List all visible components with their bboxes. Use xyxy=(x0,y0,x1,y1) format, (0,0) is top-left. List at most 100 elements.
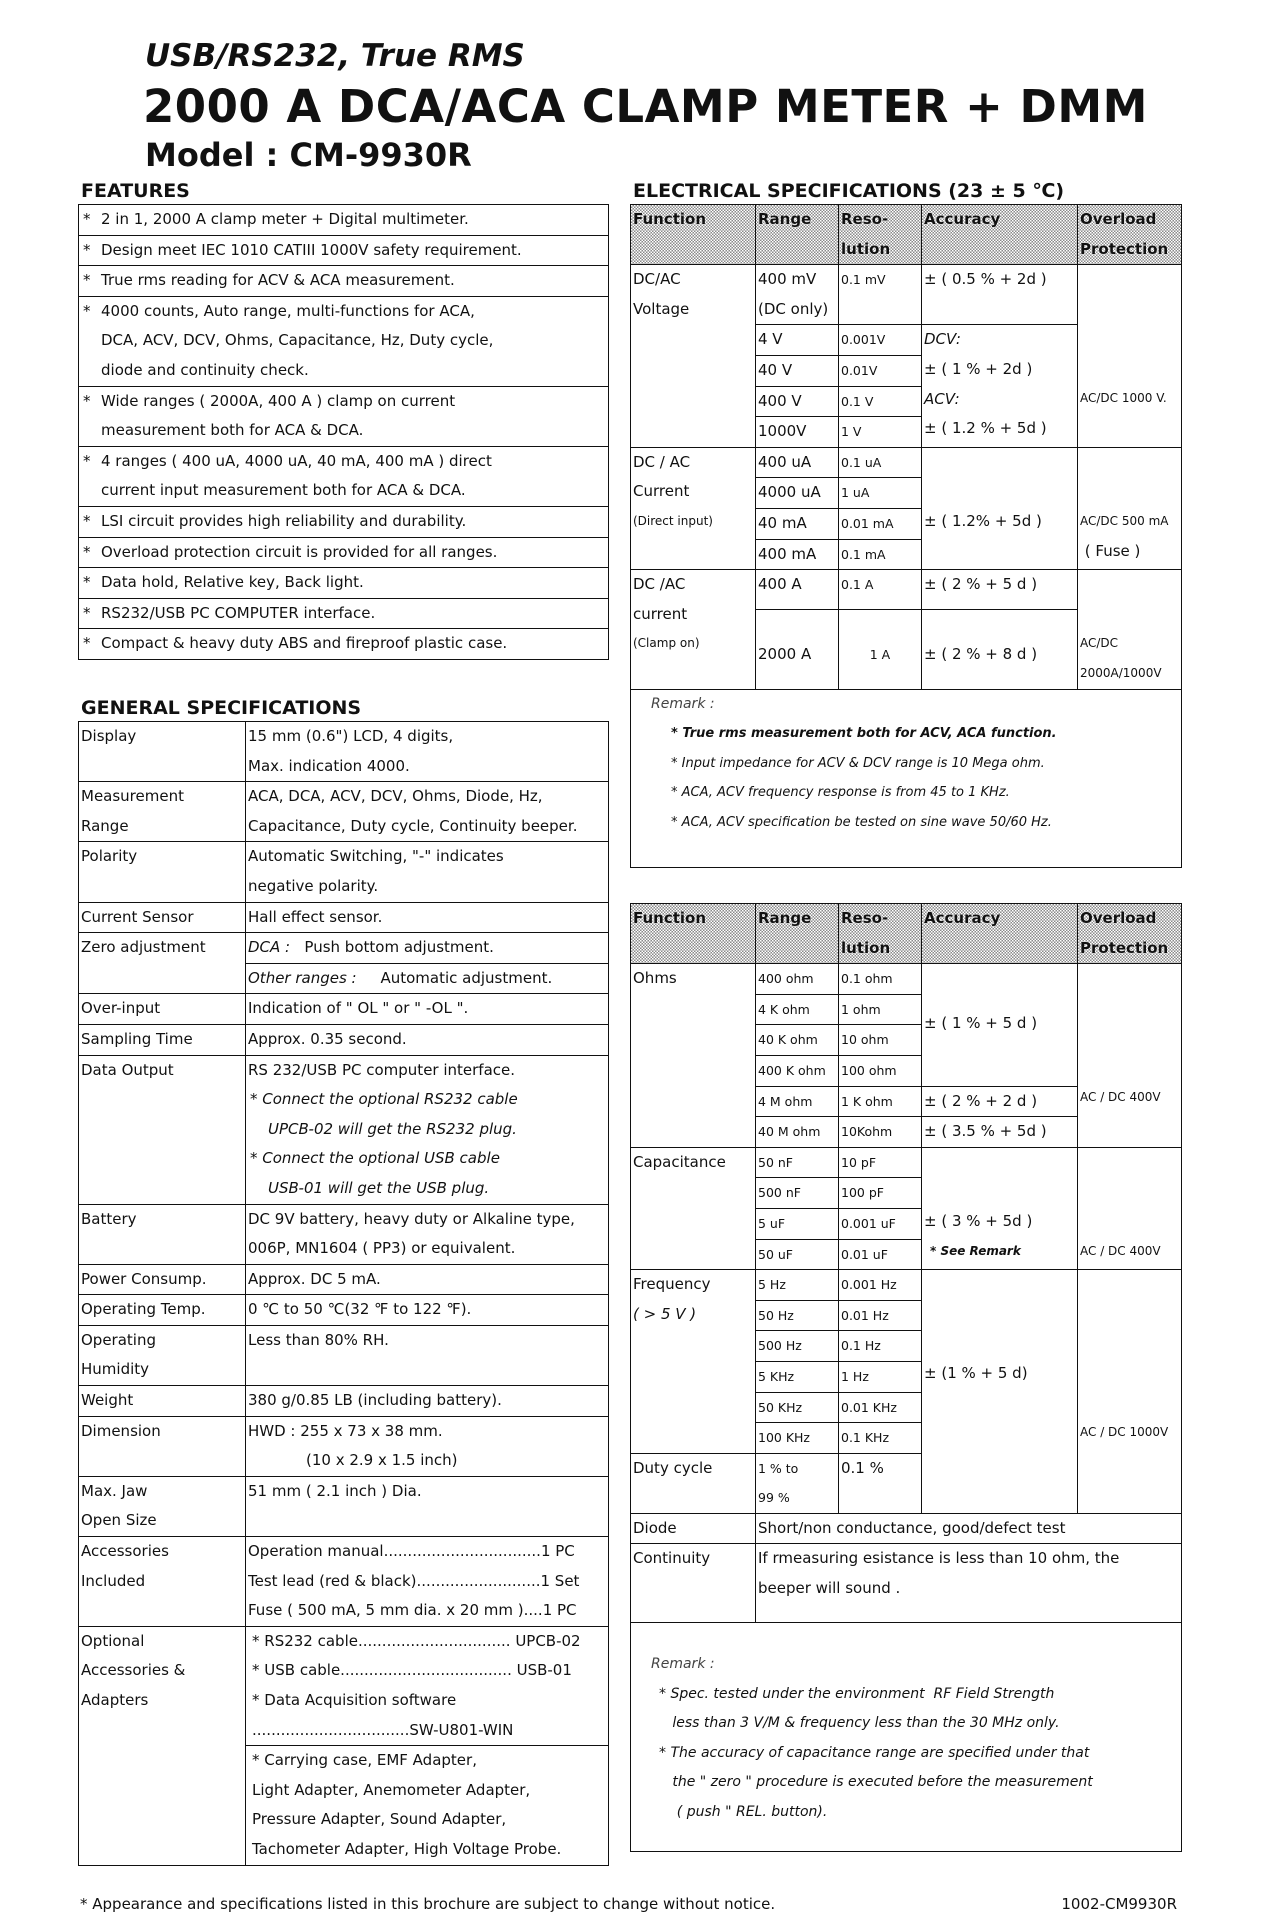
range: 1000V xyxy=(758,422,807,441)
table-cell: 0.01 Hz xyxy=(838,1299,922,1332)
col-accuracy: Accuracy xyxy=(924,210,1001,228)
table-cell: 0.01 uF xyxy=(838,1238,922,1271)
resolution: 0.01 uF xyxy=(841,1246,888,1262)
resolution: 0.1 mA xyxy=(841,546,886,562)
resolution: 0.01 KHz xyxy=(841,1399,897,1415)
function-condition: ( > 5 V ) xyxy=(633,1304,697,1323)
spec-row-max-jaw: Max. Jaw Open Size 51 mm ( 2.1 inch ) Dia. xyxy=(78,1475,609,1538)
table-cell: 4 M ohm xyxy=(755,1085,839,1118)
table-row: 50 uF 0.01 uF xyxy=(631,1238,1182,1271)
table-cell: Weight xyxy=(78,1385,246,1417)
table-cell: 1 uA xyxy=(838,477,922,509)
table-row: 40 K ohm 10 ohm xyxy=(631,1024,1182,1056)
range: 400 A xyxy=(758,575,802,594)
text-line: Light Adapter, Anemometer Adapter, xyxy=(252,1780,531,1799)
table-cell: 5 Hz xyxy=(755,1269,839,1301)
resolution: 1 Hz xyxy=(841,1368,869,1384)
remark-title: Remark : xyxy=(651,1656,715,1673)
feature-item: * Design meet IEC 1010 CATIII 1000V safet… xyxy=(78,234,609,267)
table-cell: ± ( 2 % + 5 d ) xyxy=(921,569,1078,611)
text-line: Protection xyxy=(1080,239,1169,258)
text-line: measurement both for ACA & DCA. xyxy=(101,421,364,440)
text-cell: 2 in 1, 2000 A clamp meter + Digital mul… xyxy=(101,205,606,234)
spec-value: HWD : 255 x 73 x 38 mm. xyxy=(248,1421,443,1440)
text-line: Pressure Adapter, Sound Adapter, xyxy=(252,1810,507,1829)
text-line: current input measurement both for ACA &… xyxy=(101,481,466,500)
range: 99 % xyxy=(758,1490,790,1506)
table-cell: 4000 uA xyxy=(755,477,839,509)
text-cell: LSI circuit provides high reliability an… xyxy=(101,507,606,536)
text-cell: Polarity xyxy=(78,841,246,903)
text-line: Automatic Switching, "-" indicates xyxy=(248,847,504,866)
text-line: Overload xyxy=(1080,210,1157,228)
resolution: 10 ohm xyxy=(841,1032,889,1048)
spec-row-current-sensor: Current Sensor Hall effect sensor. xyxy=(78,901,609,934)
table-cell: 50 uF xyxy=(755,1238,839,1271)
range: 40 V xyxy=(758,360,793,379)
text-cell: Range xyxy=(755,902,839,965)
table-cell: Function xyxy=(630,902,756,965)
col-function: Function xyxy=(633,909,707,927)
table-cell: AC/DC 500 mA ( Fuse ) xyxy=(1077,446,1182,571)
table-cell: 1 V xyxy=(838,416,922,448)
table-row: 40 mA 0.01 mA xyxy=(631,507,1182,540)
text-cell: 400 mV (DC only) xyxy=(755,264,839,326)
table-cell: 0.1 V xyxy=(838,385,922,418)
spec-label: Data Output xyxy=(81,1060,174,1079)
text-line: DCA, ACV, DCV, Ohms, Capacitance, Hz, Du… xyxy=(101,331,494,350)
subtitle: USB/RS232, True RMS xyxy=(145,38,525,74)
remark-title: Remark : xyxy=(651,695,715,712)
text-line: beeper will sound . xyxy=(758,1579,901,1598)
feature-item: * LSI circuit provides high reliability a… xyxy=(78,505,609,538)
resolution: 100 pF xyxy=(841,1185,884,1201)
text-cell: Operation manual........................… xyxy=(245,1536,609,1627)
text-cell: 4000 counts, Auto range, multi-functions… xyxy=(101,297,606,385)
accuracy: ± ( 1 % + 2d ) xyxy=(924,359,1033,378)
table-cell: 0.1 % xyxy=(838,1452,922,1514)
range: 50 uF xyxy=(758,1246,793,1262)
spec-row-polarity: Polarity Automatic Switching, "-" indicat… xyxy=(78,841,609,903)
overload: AC / DC 400V xyxy=(1080,1089,1161,1104)
table-row: 50 KHz 0.01 KHz xyxy=(631,1391,1182,1424)
text-cell: Reso-lution xyxy=(838,902,922,965)
table-cell: Data Output xyxy=(78,1054,246,1205)
table-cell: ± ( 0.5 % + 2d ) xyxy=(921,264,1078,326)
table-cell: ± ( 3.5 % + 5d ) xyxy=(921,1116,1078,1148)
text-cell: Measurement Range xyxy=(78,781,246,843)
table-cell: Over-input xyxy=(78,993,246,1025)
table-cell: ± ( 1.2% + 5d ) xyxy=(921,446,1078,571)
table-cell: 400 mA xyxy=(755,538,839,571)
table-cell: 10Kohm xyxy=(838,1116,922,1148)
feature-item: * RS232/USB PC COMPUTER interface. xyxy=(78,597,609,630)
resolution: 100 ohm xyxy=(841,1062,897,1078)
text-line: 4 ranges ( 400 uA, 4000 uA, 40 mA, 400 m… xyxy=(101,451,492,470)
spec-row-accessories: Accessories Included Operation manual.....… xyxy=(78,1536,609,1627)
row-frequency: Frequency ( > 5 V ) 5 Hz 0.001 Hz ± (1 % … xyxy=(630,1269,1182,1514)
text-line: If rmeasuring esistance is less than 10 … xyxy=(758,1549,1120,1568)
table-cell: 0.001 uF xyxy=(838,1207,922,1240)
table-cell: 500 Hz xyxy=(755,1330,839,1362)
text-line: DC/AC xyxy=(633,270,681,289)
bullet: * xyxy=(83,301,91,320)
resolution: 1 ohm xyxy=(841,1001,881,1017)
table-cell: 50 KHz xyxy=(755,1391,839,1424)
accuracy: ± ( 1.2% + 5d ) xyxy=(924,511,1042,530)
table-row: * Compact & heavy duty ABS and fireproof … xyxy=(78,628,609,660)
overload: AC / DC 400V xyxy=(1080,1243,1161,1258)
text-line: Protection xyxy=(1080,938,1169,957)
table-cell: AC / DC 1000V xyxy=(1077,1269,1182,1514)
feature-item: * 4000 counts, Auto range, multi-function… xyxy=(78,295,609,387)
range: 5 uF xyxy=(758,1215,786,1231)
table-cell: AC/DC 1000 V. xyxy=(1077,264,1182,448)
function: current xyxy=(633,604,688,623)
remark-item: the " zero " procedure is executed befor… xyxy=(659,1774,1093,1791)
table-cell: 4 V xyxy=(755,324,839,356)
range: 50 KHz xyxy=(758,1399,803,1415)
table-row: 100 KHz 0.1 KHz xyxy=(631,1422,1182,1454)
text-line: .................................SW-U801… xyxy=(252,1720,514,1739)
table-cell: Power Consump. xyxy=(78,1263,246,1296)
accuracy: ± (1 % + 5 d) xyxy=(924,1363,1028,1382)
table-row: 4000 uA 1 uA xyxy=(631,477,1182,509)
table-row: * Carrying case, EMF Adapter, Light Adap… xyxy=(79,1745,609,1866)
range: 2000 A xyxy=(758,644,812,663)
